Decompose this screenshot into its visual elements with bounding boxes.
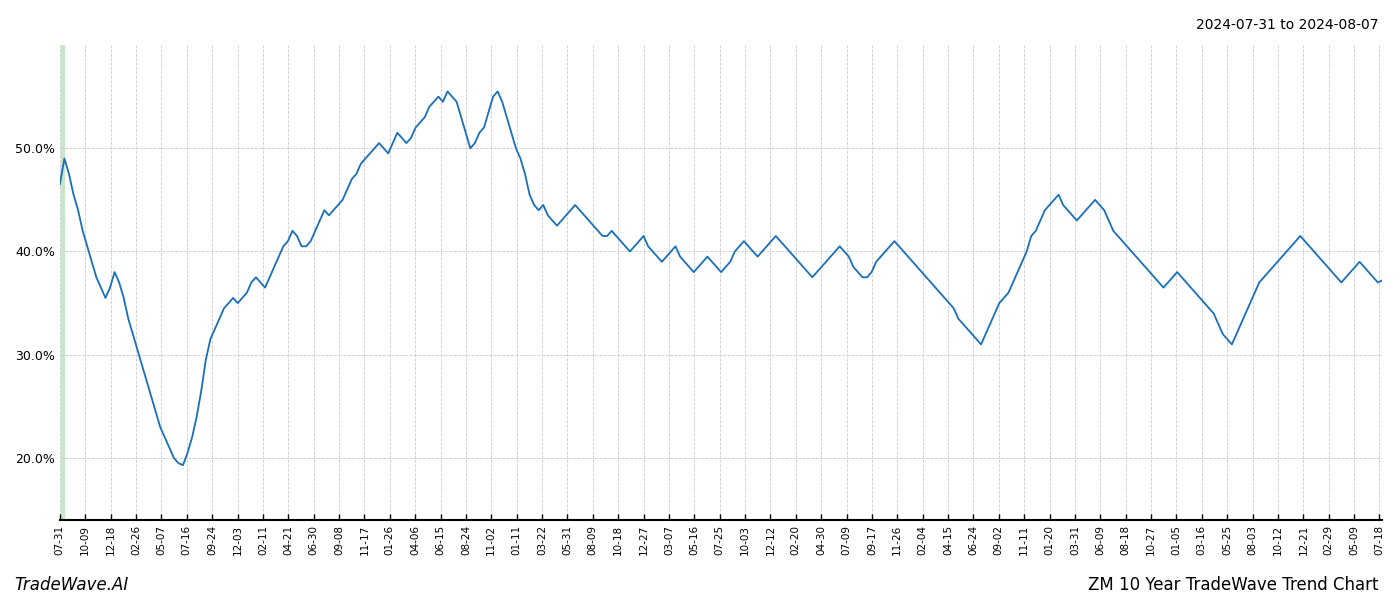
Text: ZM 10 Year TradeWave Trend Chart: ZM 10 Year TradeWave Trend Chart [1089,576,1379,594]
Bar [62,45,64,520]
Text: 2024-07-31 to 2024-08-07: 2024-07-31 to 2024-08-07 [1197,18,1379,32]
Text: TradeWave.AI: TradeWave.AI [14,576,129,594]
